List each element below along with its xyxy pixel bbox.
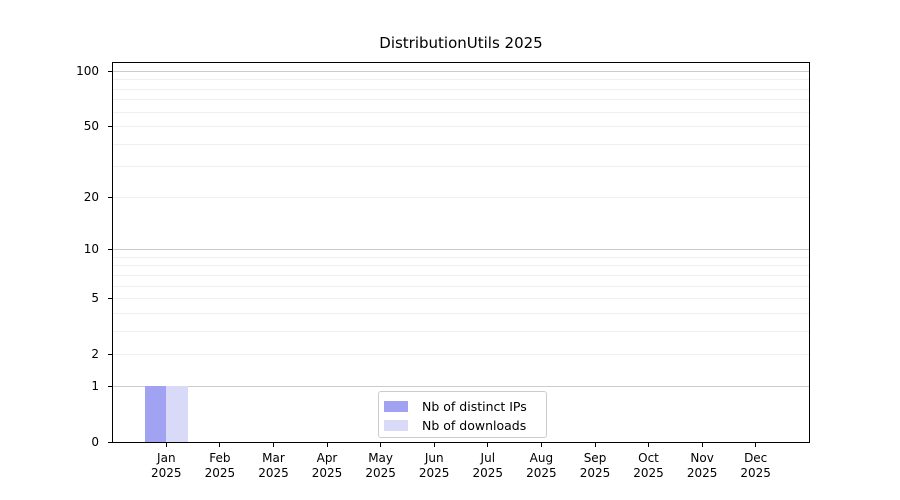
x-tick-label: Dec 2025 <box>740 451 771 480</box>
minor-gridline <box>113 79 809 81</box>
x-tick-mark <box>487 443 489 447</box>
x-tick-label: Jun 2025 <box>418 451 450 480</box>
legend-label-distinct-ips: Nb of distinct IPs <box>422 399 527 414</box>
y-tick-label: 10 <box>83 242 99 257</box>
x-tick-mark <box>540 443 542 447</box>
bar-jan-downloads <box>166 386 188 442</box>
x-tick-label: Aug 2025 <box>526 451 557 480</box>
x-tick-label: Feb 2025 <box>204 451 236 480</box>
y-tick-label: 100 <box>76 64 99 78</box>
minor-gridline <box>113 285 809 287</box>
y-tick-mark <box>108 126 112 127</box>
y-tick-mark <box>108 386 112 387</box>
minor-gridline <box>113 330 809 332</box>
minor-gridline <box>113 274 809 276</box>
legend-label-downloads: Nb of downloads <box>422 418 527 433</box>
y-tick-mark <box>108 354 112 355</box>
minor-gridline <box>113 166 809 167</box>
y-tick-mark <box>108 249 112 250</box>
minor-gridline <box>113 125 809 127</box>
y-tick-label: 50 <box>83 118 99 133</box>
bar-jan-distinct-ips <box>144 386 167 442</box>
minor-gridline <box>113 312 809 314</box>
x-tick-label: Oct 2025 <box>633 451 664 480</box>
major-gridline <box>113 386 809 388</box>
legend-swatch-downloads-icon <box>384 420 408 431</box>
minor-gridline <box>113 353 809 355</box>
minor-gridline <box>113 111 809 113</box>
x-tick-label: Jan 2025 <box>151 451 182 480</box>
x-tick-mark <box>648 443 649 447</box>
x-tick-label: Mar 2025 <box>258 451 289 480</box>
minor-gridline <box>113 88 809 90</box>
legend-item-distinct-ips: Nb of distinct IPs <box>384 397 546 416</box>
x-tick-mark <box>433 443 435 447</box>
x-tick-label: Apr 2025 <box>311 451 343 480</box>
y-tick-label: 5 <box>91 291 99 305</box>
minor-gridline <box>113 197 809 199</box>
minor-gridline <box>113 265 809 267</box>
minor-gridline <box>113 99 809 101</box>
minor-gridline <box>113 298 809 299</box>
x-tick-mark <box>219 443 221 447</box>
x-tick-label: May 2025 <box>365 451 396 480</box>
legend: Nb of distinct IPs Nb of downloads <box>378 391 547 438</box>
x-tick-mark <box>701 443 703 447</box>
minor-gridline <box>113 256 809 258</box>
x-tick-label: Nov 2025 <box>686 451 718 480</box>
x-tick-mark <box>326 443 328 447</box>
chart-title: DistributionUtils 2025 <box>379 34 543 52</box>
major-gridline <box>113 249 809 251</box>
x-tick-label: Jul 2025 <box>472 451 504 480</box>
plot-area: 0 1 2 5 10 20 50 100 Jan 2025 Feb 2025 Mar 2025 Apr… <box>76 62 810 480</box>
x-tick-mark <box>594 443 596 447</box>
minor-gridline <box>113 143 809 145</box>
y-tick-label: 2 <box>91 346 99 361</box>
y-tick-label: 1 <box>91 379 99 394</box>
x-tick-mark <box>755 443 757 447</box>
legend-item-downloads: Nb of downloads <box>384 416 546 435</box>
y-tick-label: 20 <box>83 190 99 205</box>
x-tick-mark <box>273 443 274 447</box>
legend-swatch-distinct-ips-icon <box>384 401 408 412</box>
x-tick-mark <box>165 443 167 447</box>
y-tick-mark <box>108 197 112 198</box>
y-tick-mark <box>108 442 112 443</box>
major-gridline <box>113 71 809 72</box>
y-tick-mark <box>108 71 112 72</box>
y-tick-mark <box>108 298 112 299</box>
x-tick-mark <box>380 443 382 447</box>
y-tick-label: 0 <box>91 435 99 449</box>
x-tick-label: Sep 2025 <box>579 451 611 480</box>
